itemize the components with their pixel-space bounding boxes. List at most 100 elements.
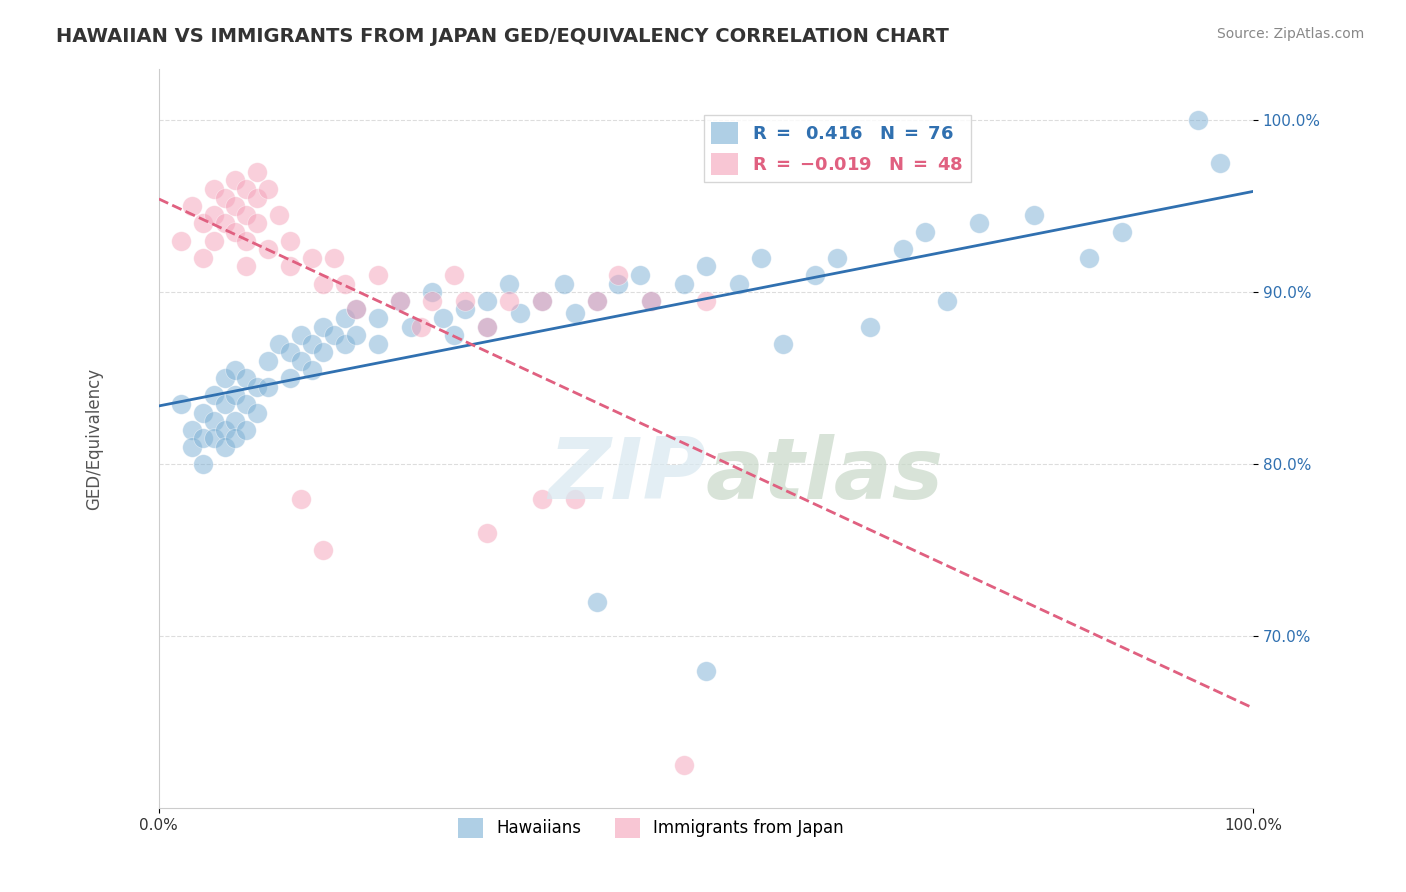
Immigrants from Japan [322,251,344,265]
Hawaiians [301,362,323,376]
Immigrants from Japan [607,268,630,282]
Immigrants from Japan [695,293,717,308]
Immigrants from Japan [367,268,389,282]
Immigrants from Japan [278,260,301,274]
Immigrants from Japan [475,319,498,334]
Hawaiians [214,423,236,437]
Hawaiians [432,311,454,326]
Hawaiians [269,336,291,351]
Hawaiians [1111,225,1133,239]
Hawaiians [214,440,236,454]
Hawaiians [180,440,202,454]
Immigrants from Japan [498,293,520,308]
Hawaiians [333,311,356,326]
Immigrants from Japan [312,543,335,558]
Immigrants from Japan [214,190,236,204]
Immigrants from Japan [214,216,236,230]
Hawaiians [257,380,280,394]
Hawaiians [509,306,531,320]
Immigrants from Japan [224,225,246,239]
Hawaiians [170,397,193,411]
Immigrants from Japan [312,277,335,291]
Hawaiians [498,277,520,291]
Immigrants from Japan [224,199,246,213]
Immigrants from Japan [224,173,246,187]
Immigrants from Japan [411,319,433,334]
Hawaiians [585,293,607,308]
Immigrants from Japan [388,293,411,308]
Hawaiians [224,432,246,446]
Hawaiians [749,251,772,265]
Immigrants from Japan [191,251,214,265]
Hawaiians [202,432,225,446]
Hawaiians [235,397,257,411]
Hawaiians [278,345,301,359]
Hawaiians [191,458,214,472]
Hawaiians [891,242,914,256]
Text: HAWAIIAN VS IMMIGRANTS FROM JAPAN GED/EQUIVALENCY CORRELATION CHART: HAWAIIAN VS IMMIGRANTS FROM JAPAN GED/EQ… [56,27,949,45]
Hawaiians [367,336,389,351]
Immigrants from Japan [530,293,553,308]
Hawaiians [695,664,717,678]
Hawaiians [344,302,367,317]
Text: atlas: atlas [706,434,943,517]
Hawaiians [454,302,477,317]
Immigrants from Japan [443,268,465,282]
Immigrants from Japan [235,182,257,196]
Hawaiians [214,371,236,385]
Hawaiians [772,336,794,351]
Hawaiians [235,371,257,385]
Hawaiians [564,306,586,320]
Hawaiians [301,336,323,351]
Immigrants from Japan [235,208,257,222]
Immigrants from Japan [640,293,662,308]
Hawaiians [804,268,827,282]
Immigrants from Japan [278,234,301,248]
Text: ZIP: ZIP [548,434,706,517]
Hawaiians [935,293,957,308]
Hawaiians [191,432,214,446]
Immigrants from Japan [235,260,257,274]
Hawaiians [333,336,356,351]
Hawaiians [180,423,202,437]
Hawaiians [246,406,269,420]
Hawaiians [1209,156,1232,170]
Hawaiians [278,371,301,385]
Immigrants from Japan [564,491,586,506]
Hawaiians [344,328,367,343]
Hawaiians [825,251,848,265]
Hawaiians [202,388,225,402]
Hawaiians [191,406,214,420]
Immigrants from Japan [269,208,291,222]
Hawaiians [443,328,465,343]
Hawaiians [290,354,312,368]
Hawaiians [224,414,246,428]
Immigrants from Japan [454,293,477,308]
Hawaiians [214,397,236,411]
Immigrants from Japan [257,182,280,196]
Immigrants from Japan [246,190,269,204]
Immigrants from Japan [530,491,553,506]
Hawaiians [727,277,749,291]
Immigrants from Japan [202,182,225,196]
Hawaiians [224,362,246,376]
Hawaiians [859,319,882,334]
Legend: Hawaiians, Immigrants from Japan: Hawaiians, Immigrants from Japan [451,811,851,845]
Hawaiians [367,311,389,326]
Hawaiians [422,285,444,300]
Y-axis label: GED/Equivalency: GED/Equivalency [86,368,103,509]
Hawaiians [695,260,717,274]
Immigrants from Japan [333,277,356,291]
Immigrants from Japan [246,165,269,179]
Immigrants from Japan [585,293,607,308]
Immigrants from Japan [191,216,214,230]
Hawaiians [235,423,257,437]
Immigrants from Japan [257,242,280,256]
Hawaiians [553,277,575,291]
Hawaiians [607,277,630,291]
Hawaiians [628,268,651,282]
Hawaiians [640,293,662,308]
Immigrants from Japan [246,216,269,230]
Hawaiians [322,328,344,343]
Hawaiians [530,293,553,308]
